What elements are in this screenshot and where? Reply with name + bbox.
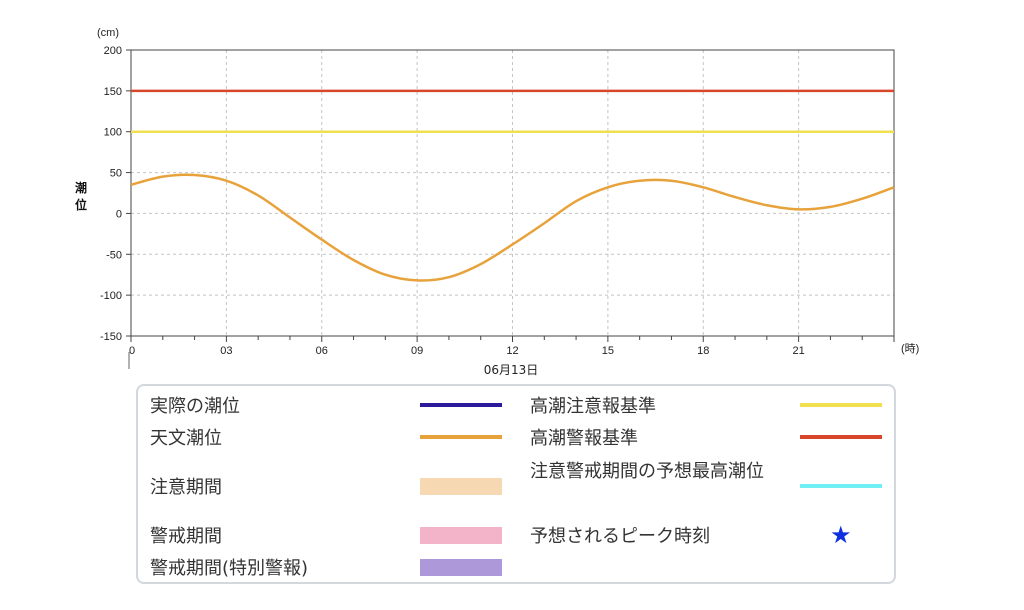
star-icon: ★: [830, 521, 852, 549]
legend-label: 高潮警報基準: [530, 428, 638, 449]
x-tick-label: 06: [316, 345, 328, 357]
x-tick-label: 0: [129, 345, 135, 357]
legend: 実際の潮位天文潮位注意期間警戒期間警戒期間(特別警報) 高潮注意報基準 高潮警報基…: [136, 384, 896, 584]
legend-label: 注意期間: [150, 477, 222, 498]
x-tick-label: 09: [411, 345, 423, 357]
legend-swatch-line: [420, 403, 502, 407]
x-unit-label: (時): [901, 342, 919, 355]
x-tick-label: 21: [793, 345, 805, 357]
y-tick-label: 200: [104, 45, 122, 57]
legend-swatch-box: [420, 478, 502, 495]
y-tick-labels: 200 150 100 50 0 -50 -100 -150: [100, 45, 131, 343]
legend-swatch-line: [800, 403, 882, 407]
x-tick-label: 03: [220, 345, 232, 357]
x-tick-label: 15: [602, 345, 614, 357]
x-tick-label: 12: [506, 345, 518, 357]
legend-swatch-box: [420, 559, 502, 576]
series-group: [130, 89, 895, 282]
legend-label: 実際の潮位: [150, 396, 240, 417]
y-tick-label: 0: [116, 208, 122, 220]
legend-label: 高潮注意報基準: [530, 396, 656, 417]
legend-label: 警戒期間(特別警報): [150, 558, 309, 579]
x-tick-labels: 0 03 06 09 12 15 18 21: [129, 336, 895, 357]
y-tick-label: -100: [100, 290, 122, 302]
y-tick-label: -50: [106, 249, 122, 261]
grid: [131, 50, 894, 336]
y-tick-label: -150: [100, 331, 122, 343]
legend-label: 天文潮位: [150, 428, 222, 449]
y-axis-label: 潮位: [75, 180, 87, 212]
x-tick-label: 18: [697, 345, 709, 357]
legend-label: 警戒期間: [150, 526, 222, 547]
y-unit-label: (cm): [97, 27, 119, 39]
legend-swatch-line: [420, 435, 502, 439]
astronomical-tide-line: [130, 173, 895, 282]
y-tick-label: 50: [110, 168, 122, 180]
legend-label: 予想されるピーク時刻: [530, 526, 710, 547]
legend-swatch-line: [800, 435, 882, 439]
y-tick-label: 150: [104, 86, 122, 98]
legend-swatch-line: [800, 484, 882, 488]
y-tick-label: 100: [104, 127, 122, 139]
legend-swatch-box: [420, 527, 502, 544]
date-label: 06月13日: [484, 363, 539, 377]
legend-label: 注意警戒期間の予想最高潮位: [530, 461, 764, 482]
